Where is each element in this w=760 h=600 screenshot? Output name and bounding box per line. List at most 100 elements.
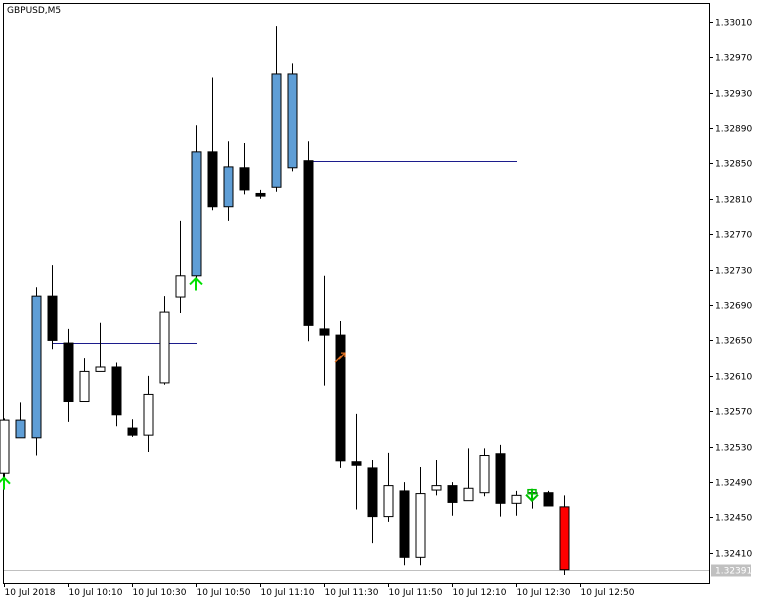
candle-body: [0, 419, 10, 474]
y-tick-label: 1.32970: [715, 54, 752, 64]
candle: [207, 77, 218, 211]
candle-body: [79, 370, 90, 403]
current-price-label: 1.32391: [715, 567, 752, 577]
x-tick-label: 10 Jul 11:50: [389, 588, 443, 598]
candle: [143, 375, 154, 452]
buy-arrow-icon: [0, 476, 11, 490]
y-tick-label: 1.32850: [715, 160, 752, 170]
candle-body: [415, 493, 426, 558]
candle: [271, 26, 282, 192]
y-tick-label: 1.32410: [715, 550, 752, 560]
candle-body: [399, 490, 410, 558]
candle: [63, 328, 74, 422]
current-price-tag: [711, 564, 751, 577]
plot-area-frame: [3, 3, 710, 584]
y-tick-label: 1.32890: [715, 125, 752, 135]
candle-body: [159, 311, 170, 384]
x-tick-label: 10 Jul 11:10: [261, 588, 315, 598]
candle-body: [559, 506, 570, 571]
signal-mark-icon: [334, 352, 346, 363]
candle-body: [15, 419, 26, 439]
candle-body: [271, 73, 282, 188]
x-tick-label: 10 Jul 10:30: [133, 588, 187, 598]
candle-body: [175, 275, 186, 298]
candle-body: [95, 366, 106, 372]
x-tick-label: 10 Jul 10:50: [197, 588, 251, 598]
candle: [447, 482, 458, 516]
candle: [95, 322, 106, 372]
level-lines-layer: [52, 161, 517, 344]
candle: [351, 413, 362, 510]
x-tick-label: 10 Jul 10:10: [69, 588, 123, 598]
x-tick-label: 10 Jul 12:50: [581, 588, 635, 598]
candle-body: [287, 73, 298, 169]
candle: [223, 141, 234, 221]
candle: [303, 141, 314, 342]
symbol-label: GBPUSD,M5: [7, 6, 61, 16]
y-tick-label: 1.32650: [715, 337, 752, 347]
y-tick-label: 1.32570: [715, 408, 752, 418]
markers-layer: [0, 277, 539, 503]
candle-body: [351, 461, 362, 466]
candle-body: [111, 366, 122, 416]
x-tick-label: 10 Jul 2018: [5, 588, 56, 598]
candle-body: [479, 455, 490, 494]
time-axis: 10 Jul 2018 10 Jul 10:10 10 Jul 10:30 10 Ju…: [4, 583, 635, 598]
y-tick-label: 1.32530: [715, 444, 752, 454]
y-tick-label: 1.32810: [715, 196, 752, 206]
candle: [191, 125, 202, 286]
candle: [495, 444, 506, 517]
candle: [159, 296, 170, 385]
candle-body: [495, 453, 506, 504]
y-tick-label: 1.32450: [715, 514, 752, 524]
candle-body: [319, 328, 330, 336]
candle-body: [63, 342, 74, 403]
candle: [383, 452, 394, 522]
candle-body: [463, 487, 474, 502]
candle-body: [47, 295, 58, 341]
candle: [335, 320, 346, 468]
candle: [255, 189, 266, 199]
candle: [399, 482, 410, 566]
candle-body: [335, 334, 346, 462]
y-tick-label: 1.32610: [715, 373, 752, 383]
candles-layer: [0, 26, 570, 576]
y-tick-label: 1.32730: [715, 267, 752, 277]
buy-arrow-icon: [189, 277, 203, 291]
candle-body: [127, 427, 138, 436]
candle: [543, 490, 554, 507]
candle: [47, 265, 58, 350]
candle-body: [543, 492, 554, 507]
price-axis: 1.33010 1.32970 1.32930 1.32890 1.32850 1.328…: [709, 19, 752, 577]
candle-body: [511, 494, 522, 504]
candle: [31, 287, 42, 456]
y-tick-label: 1.32490: [715, 479, 752, 489]
y-tick-label: 1.33010: [715, 19, 752, 29]
candle-body: [207, 151, 218, 208]
candle-body: [367, 467, 378, 518]
candle: [111, 362, 122, 427]
candle: [175, 220, 186, 313]
candle-body: [31, 295, 42, 439]
candle-body: [383, 485, 394, 518]
candle: [15, 402, 26, 439]
y-tick-label: 1.32690: [715, 302, 752, 312]
candle: [239, 142, 250, 195]
y-tick-label: 1.32930: [715, 90, 752, 100]
candle: [127, 419, 138, 437]
candle-body: [303, 160, 314, 326]
x-tick-label: 10 Jul 12:10: [453, 588, 507, 598]
candle: [511, 490, 522, 516]
candle: [559, 495, 570, 576]
candle: [0, 418, 10, 483]
candle: [367, 459, 378, 544]
candle: [79, 358, 90, 403]
sell-arrow-icon: [525, 488, 539, 503]
candle-body: [255, 192, 266, 197]
candle-body: [431, 485, 442, 491]
candle: [287, 63, 298, 172]
y-tick-label: 1.32770: [715, 231, 752, 241]
candle-body: [143, 393, 154, 436]
